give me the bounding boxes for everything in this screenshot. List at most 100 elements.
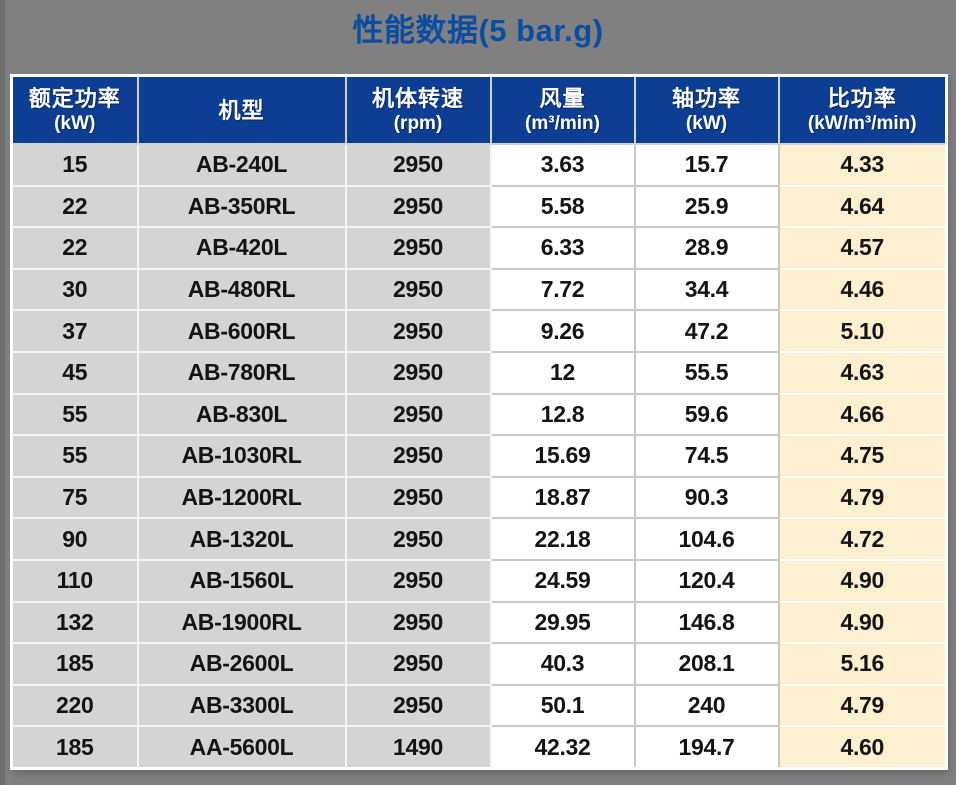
cell: AB-3300L <box>136 683 347 728</box>
page-title: 性能数据(5 bar.g) <box>352 13 604 48</box>
cell: 18.87 <box>489 475 636 520</box>
cell: 37 <box>10 309 139 353</box>
cell: AB-600RL <box>136 309 347 353</box>
col-header-unit: (m³/min) <box>525 112 600 134</box>
cell: 47.2 <box>633 309 780 353</box>
cell: 50.1 <box>489 683 636 728</box>
table-row: 30 AB-480RL 2950 7.72 34.4 4.46 <box>10 267 948 312</box>
cell: 2950 <box>344 350 492 395</box>
cell: 2950 <box>344 683 492 728</box>
cell: 2950 <box>344 517 492 561</box>
cell: 4.66 <box>777 392 948 437</box>
cell: 120.4 <box>633 558 780 603</box>
cell: AB-350RL <box>136 184 347 229</box>
cell: 5.58 <box>489 184 636 229</box>
cell: 2950 <box>344 184 492 229</box>
cell: 4.57 <box>777 226 948 270</box>
cell: 132 <box>10 600 139 645</box>
cell: AB-1200RL <box>136 475 347 520</box>
cell: 2950 <box>344 309 492 353</box>
table-row: 185 AB-2600L 2950 40.3 208.1 5.16 <box>10 642 948 686</box>
cell: 55 <box>10 434 139 478</box>
cell: AB-1900RL <box>136 600 347 645</box>
cell: 4.33 <box>777 143 948 187</box>
cell: 4.63 <box>777 350 948 395</box>
table-row: 45 AB-780RL 2950 12 55.5 4.63 <box>10 350 948 395</box>
cell: 40.3 <box>489 642 636 686</box>
cell: 4.90 <box>777 600 948 645</box>
cell: 104.6 <box>633 517 780 561</box>
cell: 1490 <box>344 725 492 770</box>
cell: 3.63 <box>489 143 636 187</box>
cell: 4.79 <box>777 683 948 728</box>
table-row: 15 AB-240L 2950 3.63 15.7 4.33 <box>10 143 948 187</box>
cell: 2950 <box>344 558 492 603</box>
cell: 194.7 <box>633 725 780 770</box>
col-header-label: 轴功率 <box>671 85 741 111</box>
cell: 4.79 <box>777 475 948 520</box>
col-header-model: 机型 <box>136 74 347 145</box>
cell: 4.75 <box>777 434 948 478</box>
col-header-rated-power: 额定功率 (kW) <box>10 74 139 145</box>
table-row: 55 AB-1030RL 2950 15.69 74.5 4.75 <box>10 434 948 478</box>
cell: 12.8 <box>489 392 636 437</box>
cell: 4.72 <box>777 517 948 561</box>
cell: 24.59 <box>489 558 636 603</box>
cell: AB-1030RL <box>136 434 347 478</box>
cell: 146.8 <box>633 600 780 645</box>
cell: 42.32 <box>489 725 636 770</box>
performance-table-wrapper: 额定功率 (kW) 机型 机体转速 (rpm) 风量 (m³/min) 轴功率 <box>10 74 948 770</box>
cell: 90 <box>10 517 139 561</box>
cell: 208.1 <box>633 642 780 686</box>
table-row: 37 AB-600RL 2950 9.26 47.2 5.10 <box>10 309 948 353</box>
cell: 12 <box>489 350 636 395</box>
cell: 4.64 <box>777 184 948 229</box>
cell: 55 <box>10 392 139 437</box>
cell: 4.46 <box>777 267 948 312</box>
cell: 25.9 <box>633 184 780 229</box>
cell: AB-830L <box>136 392 347 437</box>
cell: 2950 <box>344 642 492 686</box>
cell: AB-1560L <box>136 558 347 603</box>
col-header-label: 机型 <box>218 97 265 123</box>
table-row: 185 AA-5600L 1490 42.32 194.7 4.60 <box>10 725 948 770</box>
col-header-unit: (rpm) <box>393 112 443 134</box>
table-row: 22 AB-420L 2950 6.33 28.9 4.57 <box>10 226 948 270</box>
cell: AB-480RL <box>136 267 347 312</box>
cell: 185 <box>10 725 139 770</box>
cell: 22 <box>10 184 139 229</box>
col-header-label: 风量 <box>539 85 586 111</box>
cell: 220 <box>10 683 139 728</box>
col-header-rotation-speed: 机体转速 (rpm) <box>344 74 492 145</box>
cell: 28.9 <box>633 226 780 270</box>
cell: 2950 <box>344 143 492 187</box>
table-body: 15 AB-240L 2950 3.63 15.7 4.33 22 AB-350RL 2950 5… <box>10 143 948 770</box>
table-row: 110 AB-1560L 2950 24.59 120.4 4.90 <box>10 558 948 603</box>
table-row: 55 AB-830L 2950 12.8 59.6 4.66 <box>10 392 948 437</box>
cell: 2950 <box>344 600 492 645</box>
cell: 2950 <box>344 475 492 520</box>
col-header-specific-power: 比功率 (kW/m³/min) <box>777 74 948 145</box>
cell: 2950 <box>344 226 492 270</box>
cell: 4.60 <box>777 725 948 770</box>
table-row: 75 AB-1200RL 2950 18.87 90.3 4.79 <box>10 475 948 520</box>
col-header-shaft-power: 轴功率 (kW) <box>633 74 780 145</box>
cell: 110 <box>10 558 139 603</box>
cell: 185 <box>10 642 139 686</box>
cell: 15.7 <box>633 143 780 187</box>
cell: 90.3 <box>633 475 780 520</box>
table-row: 220 AB-3300L 2950 50.1 240 4.79 <box>10 683 948 728</box>
cell: AB-780RL <box>136 350 347 395</box>
cell: 9.26 <box>489 309 636 353</box>
cell: 6.33 <box>489 226 636 270</box>
col-header-label: 比功率 <box>827 85 897 111</box>
cell: 2950 <box>344 267 492 312</box>
table-row: 132 AB-1900RL 2950 29.95 146.8 4.90 <box>10 600 948 645</box>
cell: 29.95 <box>489 600 636 645</box>
cell: 15 <box>10 143 139 187</box>
cell: 15.69 <box>489 434 636 478</box>
col-header-label: 额定功率 <box>28 85 121 111</box>
col-header-unit: (kW) <box>54 112 96 134</box>
cell: 34.4 <box>633 267 780 312</box>
cell: AB-240L <box>136 143 347 187</box>
